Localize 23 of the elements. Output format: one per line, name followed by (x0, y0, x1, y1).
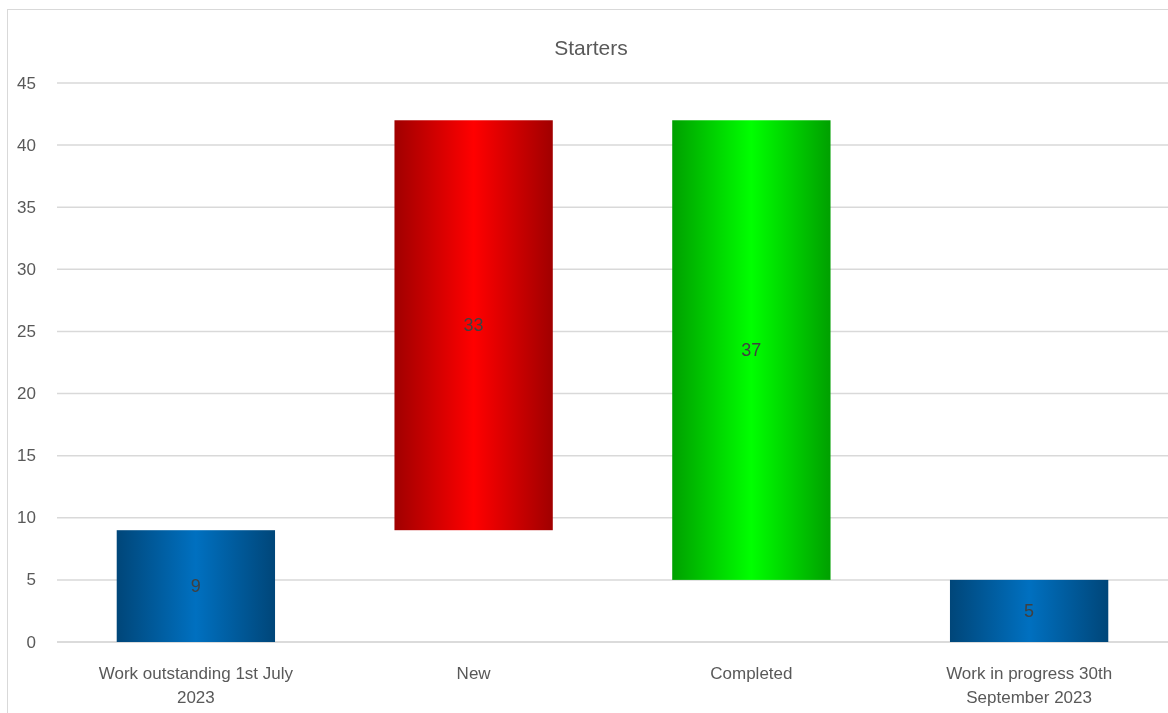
y-tick-label: 25 (17, 321, 36, 341)
y-tick-label: 35 (17, 197, 36, 217)
y-tick-label: 10 (17, 508, 36, 528)
y-tick-label: 5 (26, 570, 36, 590)
bar (394, 120, 553, 531)
y-tick-label: 0 (26, 632, 36, 652)
chart-title: Starters (554, 35, 628, 59)
x-tick-label: New (456, 664, 492, 683)
y-tick-label: 45 (17, 73, 36, 93)
data-label: 9 (190, 576, 201, 597)
y-tick-label: 15 (17, 446, 36, 466)
bar (949, 579, 1109, 642)
y-tick-label: 30 (17, 259, 36, 279)
y-tick-label: 20 (17, 384, 36, 404)
data-label: 33 (463, 315, 484, 336)
bar (116, 530, 276, 642)
x-tick-label: Work in progress 30th September 2023 (946, 664, 1113, 707)
bar (672, 120, 831, 580)
y-tick-label: 40 (17, 135, 36, 155)
x-tick-label: Completed (710, 664, 793, 683)
data-label: 37 (741, 340, 762, 361)
data-label: 5 (1024, 600, 1035, 621)
x-tick-label: Work outstanding 1st July 2023 (98, 664, 294, 707)
